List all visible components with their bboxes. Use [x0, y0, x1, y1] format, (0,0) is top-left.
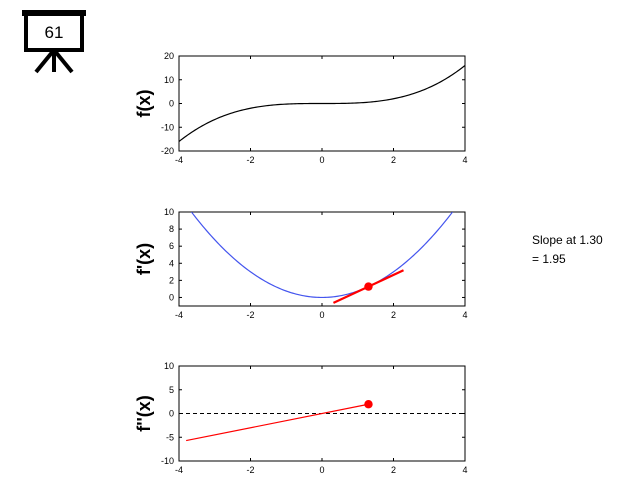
y-tick-label: 5 [169, 385, 174, 395]
badge-leg-right [52, 48, 74, 74]
x-tick-label: 4 [462, 465, 467, 475]
x-tick-label: -4 [175, 465, 183, 475]
slope-text-line2: = 1.95 [532, 252, 566, 266]
x-tick-label: 2 [391, 155, 396, 165]
ylabel-fprime: f'(x) [134, 243, 154, 275]
x-tick-label: -4 [175, 155, 183, 165]
plot-frame [178, 211, 466, 307]
y-tick-label: 4 [169, 258, 174, 268]
x-tick-label: -2 [246, 155, 254, 165]
badge-leg-left [34, 48, 56, 74]
series-line [191, 212, 453, 299]
presentation-screen-icon[interactable]: 61 [22, 10, 86, 74]
ylabel-f: f(x) [134, 90, 154, 118]
x-tick-label: 4 [462, 155, 467, 165]
y-tick-label: 10 [164, 361, 174, 371]
x-tick-label: 4 [462, 310, 467, 320]
chart-panel-fprime: -4 -2 0 2 4 0 2 4 6 8 10 f'(x) [134, 207, 468, 320]
y-tick-label: -20 [161, 146, 174, 156]
y-tick-label: 2 [169, 275, 174, 285]
y-tick-label: 0 [169, 409, 174, 419]
y-tick-label: 0 [169, 99, 174, 109]
x-tick-label: 0 [319, 465, 324, 475]
series-line [186, 403, 369, 442]
x-tick-label: 0 [319, 155, 324, 165]
y-tick-label: 10 [164, 75, 174, 85]
point-marker [364, 400, 373, 409]
y-tick-label: 20 [164, 51, 174, 61]
y-tick-label: 0 [169, 292, 174, 302]
ylabel-fsecond: f''(x) [134, 395, 154, 432]
y-tick-label: -10 [161, 456, 174, 466]
series-line [179, 65, 465, 142]
y-tick-label: 8 [169, 224, 174, 234]
chart-panel-fsecond: -4 -2 0 2 4 -10 -5 0 5 10 f''(x) [134, 361, 468, 475]
badge-number: 61 [45, 23, 64, 42]
x-tick-label: 2 [391, 310, 396, 320]
slope-text-line1: Slope at 1.30 [532, 233, 603, 247]
x-tick-label: -2 [246, 310, 254, 320]
y-tick-label: 6 [169, 241, 174, 251]
y-tick-label: -5 [166, 432, 174, 442]
point-marker [364, 282, 373, 291]
x-tick-label: 2 [391, 465, 396, 475]
x-tick-label: -2 [246, 465, 254, 475]
x-tick-label: -4 [175, 310, 183, 320]
y-tick-label: 10 [164, 207, 174, 217]
x-tick-label: 0 [319, 310, 324, 320]
y-tick-label: -10 [161, 122, 174, 132]
